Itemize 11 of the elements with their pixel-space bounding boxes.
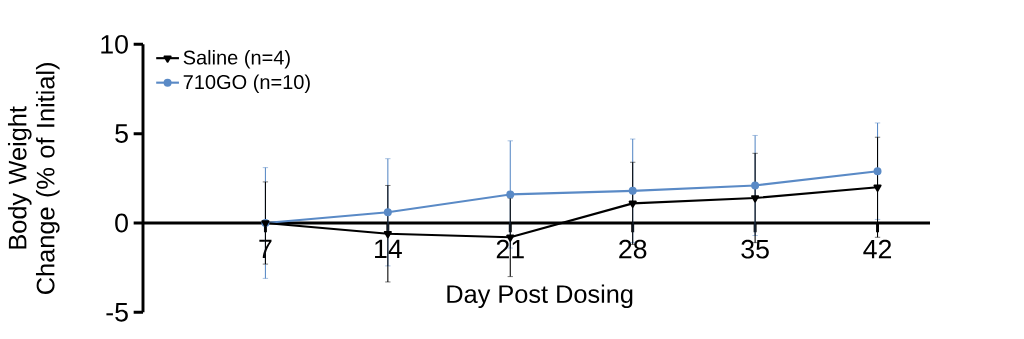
y-axis-title: Body Weight Change (% of Initial)	[7, 63, 60, 294]
legend-label: 710GO (n=10)	[183, 74, 310, 94]
x-tick-label: 28	[619, 239, 647, 259]
x-axis-title: Day Post Dosing	[447, 284, 633, 309]
x-tick-label: 35	[741, 239, 769, 259]
y-tick-label: 10	[101, 34, 128, 54]
x-tick-label: 42	[863, 239, 892, 259]
y-tick-label: -5	[106, 303, 128, 322]
y-tick-label: 0	[115, 213, 128, 233]
y-tick-label: 5	[115, 124, 128, 143]
legend-label: Saline (n=4)	[183, 49, 290, 69]
